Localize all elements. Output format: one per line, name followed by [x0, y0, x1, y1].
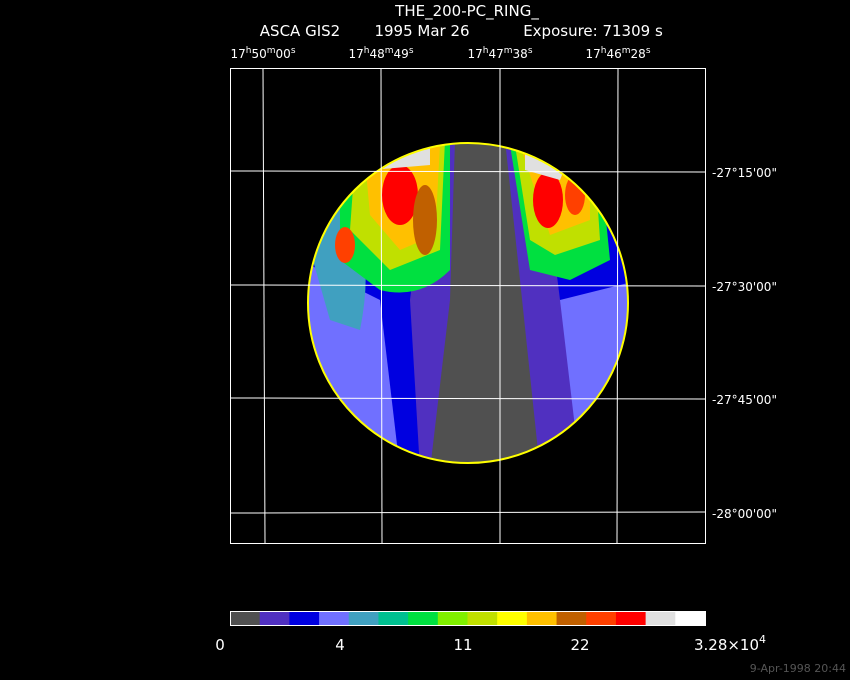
ra-value: 17	[230, 47, 245, 61]
ra-value: 17	[467, 47, 482, 61]
ra-value: 46	[606, 47, 621, 61]
colorbar-label: 11	[453, 636, 472, 654]
ra-value: 50	[251, 47, 266, 61]
colorbar-swatch	[467, 611, 498, 625]
dec-label: -28°00'00"	[712, 507, 777, 521]
ra-unit: h	[483, 46, 489, 56]
colorbar-swatch	[348, 611, 379, 625]
ra-value: 17	[348, 47, 363, 61]
date: 1995 Mar 26	[374, 22, 469, 40]
ra-value: 28	[631, 47, 646, 61]
ra-label: 17h47m38s	[467, 46, 532, 61]
colorbar-label: 4	[335, 636, 345, 654]
ra-unit: m	[385, 46, 394, 56]
colorbar	[230, 611, 706, 625]
colorbar-label: 0	[215, 636, 225, 654]
colorbar-label: 22	[570, 636, 589, 654]
colorbar-swatch	[586, 611, 617, 625]
colorbar-swatch	[497, 611, 528, 625]
colorbar-label-base: 3.28×10	[694, 636, 759, 654]
colorbar-frame	[230, 611, 706, 626]
ra-unit: s	[291, 46, 296, 56]
ra-label: 17h50m00s	[230, 46, 295, 61]
ra-unit: s	[528, 46, 533, 56]
ra-unit: s	[409, 46, 414, 56]
colorbar-swatch	[526, 611, 558, 625]
colorbar-swatch	[289, 611, 320, 625]
image-frame	[230, 68, 706, 544]
ra-value: 38	[513, 47, 528, 61]
colorbar-swatch	[319, 611, 350, 625]
instrument: ASCA GIS2	[260, 22, 340, 40]
ra-value: 17	[585, 47, 600, 61]
ra-unit: m	[504, 46, 513, 56]
colorbar-labels: 0 4 11 22 3.28×104	[215, 633, 766, 654]
colorbar-swatch	[408, 611, 439, 625]
dec-label: -27°30'00"	[712, 280, 777, 294]
disk-edge	[307, 142, 629, 464]
dec-label: -27°15'00"	[712, 166, 777, 180]
ra-value: 00	[276, 47, 291, 61]
ra-unit: h	[601, 46, 607, 56]
dec-labels: -27°15'00" -27°30'00" -27°45'00" -28°00'00"	[712, 166, 777, 521]
colorbar-swatch	[645, 611, 676, 625]
footer: 9-Apr-1998 20:44	[750, 662, 846, 675]
colorbar-label: 3.28×104	[694, 633, 766, 654]
title: THE_200-PC_RING_	[394, 2, 539, 21]
exposure: Exposure: 71309 s	[523, 22, 663, 40]
ra-value: 49	[394, 47, 409, 61]
colorbar-swatch	[259, 611, 290, 625]
colorbar-swatch	[230, 611, 261, 625]
ra-unit: m	[267, 46, 276, 56]
ra-labels: 17h50m00s 17h48m49s 17h47m38s 17h46m28s	[230, 46, 650, 61]
colorbar-label-exponent: 4	[759, 633, 766, 646]
colorbar-swatch	[675, 611, 706, 625]
ra-unit: h	[246, 46, 252, 56]
ra-unit: m	[622, 46, 631, 56]
ra-label: 17h48m49s	[348, 46, 413, 61]
dec-label: -27°45'00"	[712, 393, 777, 407]
colorbar-swatch	[556, 611, 587, 625]
colorbar-swatch	[437, 611, 468, 625]
ra-unit: s	[646, 46, 651, 56]
coordinate-grid	[229, 67, 706, 544]
ra-value: 47	[488, 47, 503, 61]
ra-value: 48	[369, 47, 384, 61]
colorbar-swatch	[615, 611, 647, 625]
colorbar-swatch	[378, 611, 409, 625]
ra-label: 17h46m28s	[585, 46, 650, 61]
ra-unit: h	[364, 46, 370, 56]
